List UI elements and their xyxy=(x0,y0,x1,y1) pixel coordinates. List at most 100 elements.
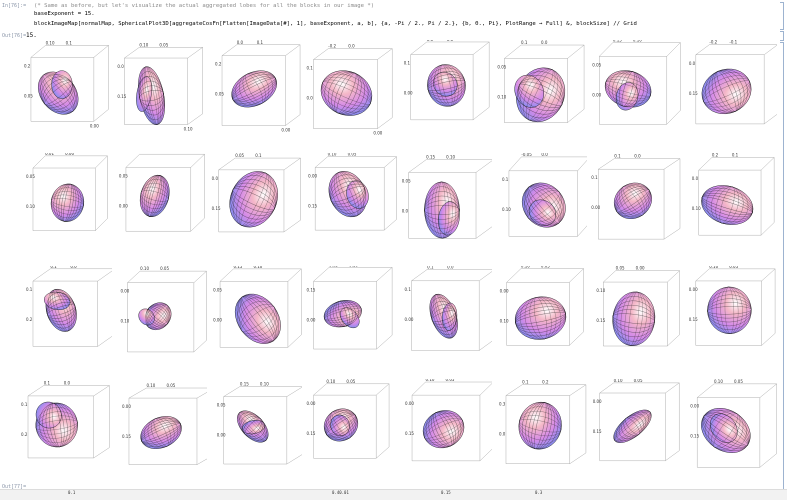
lobe-mesh xyxy=(231,71,277,107)
input-label: In[76]:= xyxy=(2,3,27,9)
axis-tick-label: 0.05 xyxy=(213,287,222,292)
axis-tick-label: 0.1 xyxy=(614,154,621,159)
axis-tick-label: 0.15 xyxy=(233,266,242,269)
lobe-plot-r4c4[interactable]: 0.10 0.05 0.00 0.15 xyxy=(305,379,397,485)
lobe-plot-r2c4[interactable]: 0.10 0.05 0.00 0.15 xyxy=(305,153,397,259)
lobe-mesh xyxy=(702,69,751,114)
lobe-plot-r1c1[interactable]: 0.10 0.1 0.2 0.05 0.00 xyxy=(20,40,112,146)
lobe-plot-r3c8[interactable]: 0.10 0.05 0.00 0.15 xyxy=(685,266,777,372)
plot-box xyxy=(219,268,302,348)
axis-tick-label: 0.05 xyxy=(235,153,244,158)
input-line-1[interactable]: baseExponent = 15. xyxy=(0,9,787,21)
code-line-grid: blockImageMap[normalMap, SphericalPlot3D… xyxy=(34,21,637,27)
axis-tick-label: 0.10 xyxy=(692,206,701,211)
plot-box xyxy=(313,48,393,129)
lobe-plot-r2c6[interactable]: -0.05 0.0 0.1 0.10 xyxy=(495,153,587,259)
lobe-plot-r4c6[interactable]: 0.1 0.2 0.3 0.0 xyxy=(495,379,587,485)
lobe-plot-r1c2[interactable]: 0.10 0.05 0.0 0.15 0.10 xyxy=(115,40,207,146)
lobe-surface xyxy=(701,185,754,225)
axis-tick-label: 0.15 xyxy=(117,94,126,99)
plot-box xyxy=(32,268,112,347)
lobe-plot-r4c8[interactable]: 0.10 0.05 0.00 0.15 xyxy=(685,379,777,485)
axis-tick-label: 0.05 xyxy=(24,93,33,98)
lobe-mesh xyxy=(138,66,165,125)
plot-box xyxy=(411,381,492,462)
axis-tick-label: 0.1 xyxy=(404,61,411,66)
axis-tick-label: 0.0 xyxy=(70,266,77,269)
lobe-mesh xyxy=(39,72,77,114)
lobe-plot-r1c4[interactable]: -0.2 0.0 0.1 0.0 0.00 xyxy=(305,40,397,146)
axis-tick-label: 0.10 xyxy=(349,266,358,267)
lobe-plot-r2c7[interactable]: 0.1 0.0 0.1 0.00 xyxy=(590,153,682,259)
plot-box xyxy=(27,385,110,459)
axis-tick-label: 0.00 xyxy=(120,289,129,294)
lobe-plot-r2c5[interactable]: 0.15 0.10 0.05 0.0 xyxy=(400,153,492,259)
axis-tick-label: 0.05 xyxy=(734,379,743,384)
lobe-plot-r3c6[interactable]: 0.10 0.05 0.00 0.10 xyxy=(495,266,587,372)
axis-tick-label: 0.2 xyxy=(21,432,28,437)
axis-tick-label: 0.05 xyxy=(446,379,455,382)
axis-tick-label: 0.05 xyxy=(329,266,338,267)
lobe-plot-r3c7[interactable]: 0.05 0.00 0.10 0.15 xyxy=(590,266,682,372)
axis-tick-label: 0.15 xyxy=(307,287,316,292)
plot-box xyxy=(410,41,490,121)
lobe-plot-r2c2[interactable]: 0.15 0.10 0.05 0.00 xyxy=(115,153,207,259)
axis-tick-label: 0.10 xyxy=(139,42,148,47)
axis-tick-label: 0.05 xyxy=(541,266,550,269)
axis-tick-label: 0.15 xyxy=(689,91,698,96)
lobe-plot-r3c3[interactable]: 0.15 0.10 0.05 0.00 xyxy=(210,266,302,372)
lobe-mesh xyxy=(324,300,362,327)
lobe-plot-r1c3[interactable]: 0.0 0.1 0.2 0.05 0.00 xyxy=(210,40,302,146)
lobe-surface xyxy=(707,286,752,334)
input-line-2[interactable]: blockImageMap[normalMap, SphericalPlot3D… xyxy=(0,19,787,31)
lobe-plot-r3c5[interactable]: 0.1 0.0 0.1 0.00 xyxy=(400,266,492,372)
lobe-surface-secondary xyxy=(51,70,73,99)
lobe-plot-r1c8[interactable]: -0.2 -0.1 0.0 0.15 xyxy=(685,40,777,146)
axis-tick-label: 0.0 xyxy=(348,44,355,49)
axis-tick-label: 0.05 xyxy=(346,379,355,384)
lobe-plot-r1c7[interactable]: 0.15 0.10 0.05 0.00 xyxy=(590,40,682,146)
axis-tick-label: 0.15 xyxy=(307,431,316,436)
lobe-mesh xyxy=(424,181,460,239)
lobe-plot-r2c8[interactable]: 0.2 0.1 0.0 0.10 xyxy=(685,153,777,259)
lobe-plot-r4c3[interactable]: 0.15 0.10 0.05 0.00 xyxy=(210,379,302,485)
axis-tick-label: 0.15 xyxy=(140,153,149,154)
input-cell-bracket[interactable] xyxy=(780,2,784,30)
lobe-plot-r1c6[interactable]: 0.1 0.0 0.05 0.10 xyxy=(495,40,587,146)
lobe-plot-r2c3[interactable]: 0.05 0.1 0.0 0.15 xyxy=(210,153,302,259)
axis-tick-label: 0.10 xyxy=(140,266,149,271)
axis-tick-label: 0.0 xyxy=(447,266,454,269)
axis-tick-label: 0.0 xyxy=(402,208,409,213)
output-cell-bracket[interactable] xyxy=(780,31,784,41)
lobe-surface xyxy=(140,416,182,449)
axis-tick-label: 0.2 xyxy=(215,62,222,67)
axis-tick-label: -0.2 xyxy=(328,44,336,49)
lobe-plot-r3c2[interactable]: 0.10 0.05 0.00 0.10 xyxy=(115,266,207,372)
lobe-surface-secondary xyxy=(138,308,155,326)
axis-tick-label: 0.1 xyxy=(427,266,434,269)
axis-tick-label: 0.1 xyxy=(44,381,51,386)
lobe-mesh xyxy=(145,303,171,330)
axis-tick-label: 0.05 xyxy=(166,383,175,388)
lobe-plot-r4c1[interactable]: 0.1 0.0 0.1 0.2 xyxy=(20,379,112,485)
lobe-plot-r3c4[interactable]: 0.05 0.10 0.15 0.00 xyxy=(305,266,397,372)
output-label: Out[76]= xyxy=(2,33,27,39)
lobe-plot-r2c1[interactable]: 0.01 0.00 0.05 0.10 xyxy=(20,153,112,259)
plot-box xyxy=(218,157,301,233)
lobe-plot-r1c5[interactable]: 0.1 0.0 0.1 0.00 xyxy=(400,40,492,146)
lobe-plot-r4c5[interactable]: 0.10 0.05 0.00 0.15 xyxy=(400,379,492,485)
lobe-plot-r3c1[interactable]: 0.1 0.0 0.1 0.2 xyxy=(20,266,112,372)
lobe-mesh xyxy=(230,171,277,227)
grid-cell-bracket[interactable] xyxy=(780,42,784,490)
axis-tick-label: 0.0 xyxy=(117,64,124,69)
lobe-plot-r4c2[interactable]: 0.10 0.05 0.00 0.15 xyxy=(115,379,207,485)
axis-tick-label: 0.0 xyxy=(306,96,313,101)
input-cell[interactable]: In[76]:= (* Same as before, but let's vi… xyxy=(0,0,787,12)
axis-tick-label: 0.05 xyxy=(215,92,224,97)
code-line-base-exponent: baseExponent = 15. xyxy=(34,11,95,17)
axis-tick-label: 0.1 xyxy=(522,380,529,385)
plot-box xyxy=(504,44,585,123)
lobe-mesh xyxy=(517,68,565,122)
status-bar xyxy=(0,489,787,500)
lobe-plot-r4c7[interactable]: 0.10 0.05 0.00 0.15 xyxy=(590,379,682,485)
